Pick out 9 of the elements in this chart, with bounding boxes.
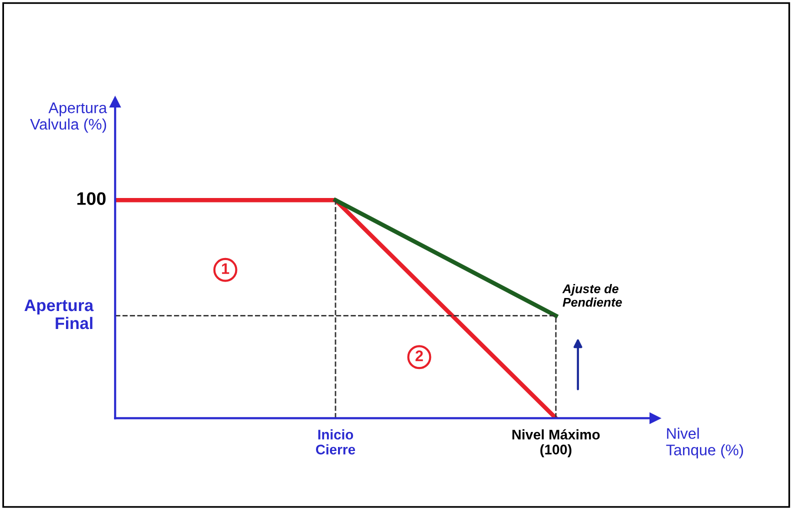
annotation: 1 xyxy=(222,263,230,274)
annotation: 2 xyxy=(416,350,423,362)
annotation: Ajuste de Pendiente xyxy=(562,284,622,307)
x-tick-label: Inicio Cierre xyxy=(316,429,356,454)
text: 100 xyxy=(77,192,106,205)
y-axis-title: Apertura Valvula (%) xyxy=(30,102,108,133)
x-tick-label: Nivel Máximo (100) xyxy=(512,429,600,458)
x-axis-title: Nivel Tanque (%) xyxy=(666,428,744,458)
ref-line-label: Apertura Final xyxy=(24,300,94,330)
